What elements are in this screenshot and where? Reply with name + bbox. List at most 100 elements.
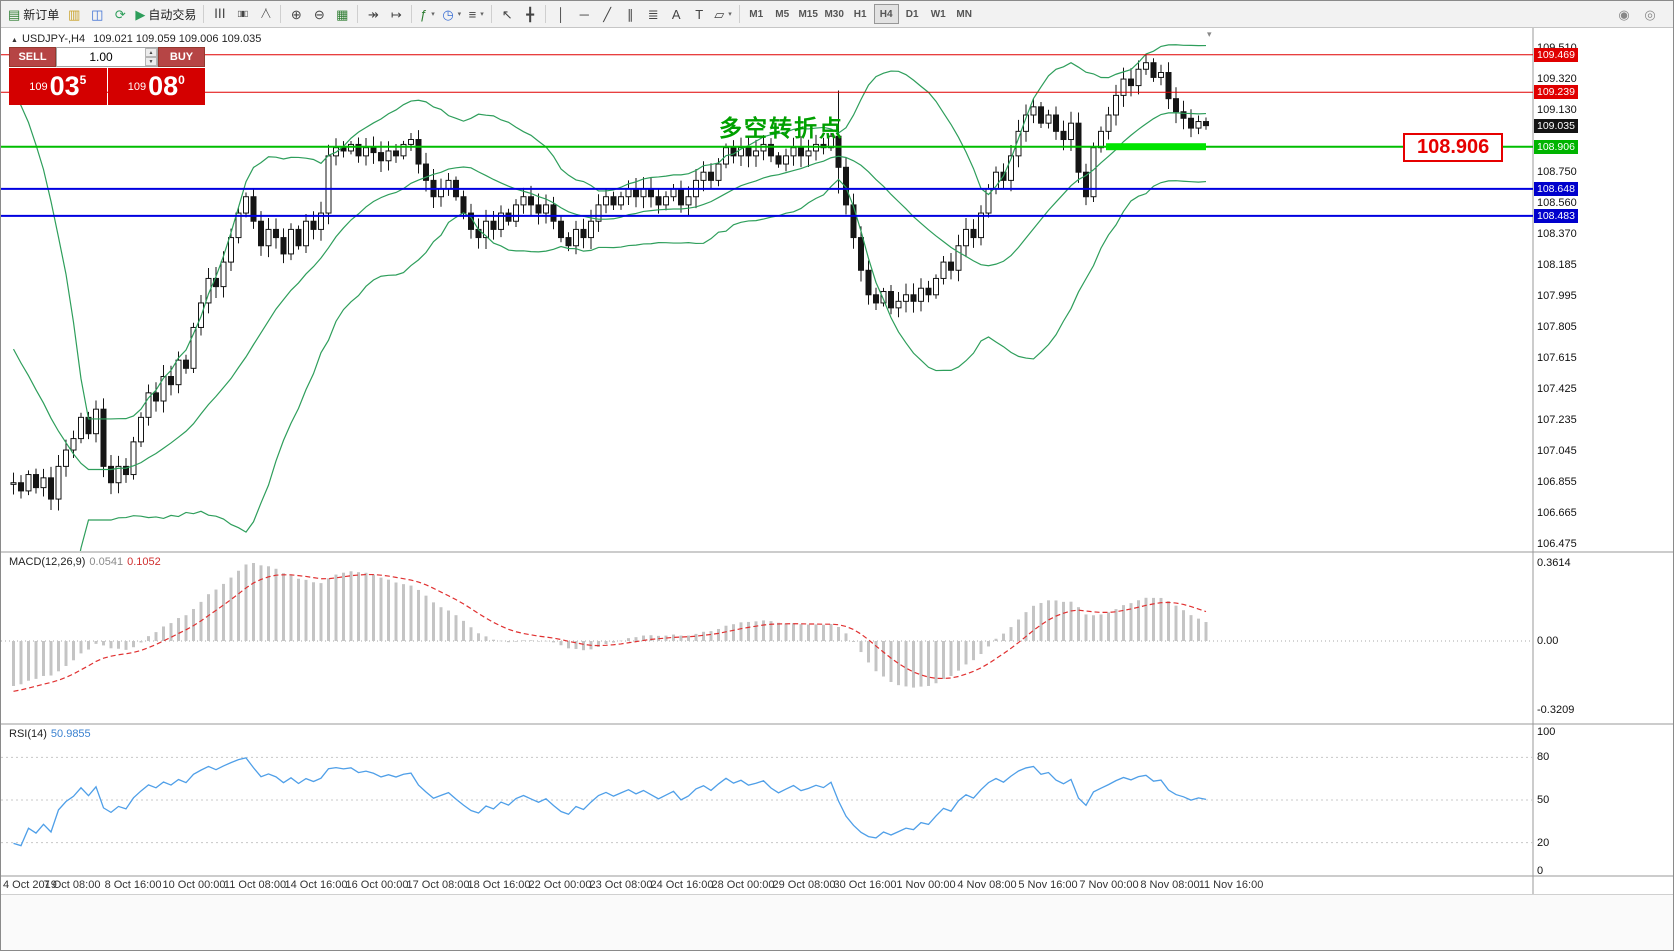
- refresh-button[interactable]: ⟳: [109, 3, 131, 25]
- price-axis-label: 108.560: [1537, 197, 1577, 210]
- timeframe-h4-button[interactable]: H4: [873, 4, 899, 24]
- trade-panel-price-row: 109 03 5 109 08 0: [9, 68, 205, 105]
- sell-price-prefix: 109: [29, 80, 48, 93]
- tile-windows-button[interactable]: ▦: [331, 3, 353, 25]
- volume-input[interactable]: [57, 48, 157, 66]
- price-axis-label: 109.035: [1534, 118, 1578, 133]
- price-axis-label: 108.185: [1537, 258, 1577, 271]
- cursor-button[interactable]: ↖: [496, 3, 518, 25]
- toolbar-separator: [738, 5, 740, 23]
- time-axis-label: 8 Nov 08:00: [1140, 879, 1200, 891]
- indicators-icon: ƒ: [419, 6, 428, 22]
- auto-scroll-button[interactable]: ↠: [362, 3, 384, 25]
- bar-chart-button[interactable]: ┃┃┃: [208, 3, 230, 25]
- new-order-button[interactable]: ▤ 新订单: [5, 3, 62, 25]
- vertical-line-button[interactable]: │: [550, 3, 572, 25]
- auto-trading-icon: ▶: [135, 6, 146, 22]
- rsi-name: RSI(14): [9, 728, 47, 740]
- price-axis-label: 107.995: [1537, 289, 1577, 302]
- templates-caret-icon: ▾: [480, 11, 484, 18]
- bottom-strip: [1, 894, 1673, 950]
- volume-up-button[interactable]: ▲: [145, 48, 157, 57]
- price-axis-label: 109.320: [1537, 73, 1577, 86]
- buy-price-big: 08: [148, 71, 179, 101]
- macd-axis-label: 0.3614: [1537, 557, 1571, 570]
- time-axis-label: 30 Oct 16:00: [833, 879, 897, 891]
- timeframe-w1-button[interactable]: W1: [926, 4, 951, 24]
- zoom-in-button[interactable]: ⊕: [285, 3, 307, 25]
- price-axis-label: 108.648: [1534, 181, 1578, 196]
- line-chart-button[interactable]: ╱╲: [254, 3, 276, 25]
- market-watch-button[interactable]: ◫: [86, 3, 108, 25]
- timeframe-m15-button[interactable]: M15: [796, 4, 821, 24]
- toolbar: ▤ 新订单 ▥ ◫ ⟳ ▶ 自动交易 ┃┃┃ ▯▮▯ ╱╲ ⊕ ⊖ ▦ ↠ ↦ ƒ ▾ ◷ ▾ ≡ ▾ ↖ ╋ │ ─ ╱ ∥ ≣ A T…: [1, 1, 1673, 28]
- fibonacci-button[interactable]: ≣: [642, 3, 664, 25]
- indicators-button[interactable]: ƒ ▾: [416, 3, 438, 25]
- rsi-axis-label: 0: [1537, 865, 1544, 877]
- sell-button[interactable]: SELL: [9, 47, 56, 67]
- timeframe-h1-button[interactable]: H1: [848, 4, 873, 24]
- shapes-icon: ▱: [714, 6, 725, 22]
- text-label-button[interactable]: T: [688, 3, 710, 25]
- volume-down-button[interactable]: ▼: [145, 57, 157, 66]
- price-axis-label: 108.906: [1534, 139, 1578, 154]
- indicators-caret-icon: ▾: [431, 11, 435, 18]
- price-axis-label: 106.475: [1537, 538, 1577, 550]
- buy-price-button[interactable]: 109 08 0: [107, 68, 205, 105]
- trendline-button[interactable]: ╱: [596, 3, 618, 25]
- rsi-axis-label: 50: [1537, 794, 1550, 806]
- shapes-button[interactable]: ▱ ▾: [711, 3, 735, 25]
- timeframe-mn-button[interactable]: MN: [952, 4, 977, 24]
- macd-indicator-label: MACD(12,26,9) 0.0541 0.1052: [9, 556, 161, 568]
- chart-shift-icon: ↦: [390, 6, 402, 22]
- horizontal-line-icon: ─: [579, 6, 589, 22]
- timeframe-m5-button[interactable]: M5: [770, 4, 795, 24]
- time-axis-label: 29 Oct 08:00: [772, 879, 836, 891]
- auto-trading-button[interactable]: ▶ 自动交易: [132, 3, 199, 25]
- chart-shift-button[interactable]: ↦: [385, 3, 407, 25]
- chart-shift-marker[interactable]: ▾: [1207, 29, 1212, 39]
- vertical-line-icon: │: [557, 6, 566, 22]
- sell-price-button[interactable]: 109 03 5: [9, 68, 107, 105]
- text-button[interactable]: A: [665, 3, 687, 25]
- time-axis-label: 4 Nov 08:00: [957, 879, 1017, 891]
- zoom-out-button[interactable]: ⊖: [308, 3, 330, 25]
- line-chart-icon: ╱╲: [261, 9, 271, 18]
- time-axis-label: 23 Oct 08:00: [589, 879, 653, 891]
- macd-main-value: 0.0541: [89, 556, 124, 568]
- crosshair-button[interactable]: ╋: [519, 3, 541, 25]
- templates-button[interactable]: ≡ ▾: [465, 3, 487, 25]
- time-axis-label: 28 Oct 00:00: [711, 879, 775, 891]
- volume-field: ▲ ▼: [56, 47, 158, 67]
- chart-collapse-icon[interactable]: ▲: [11, 37, 18, 44]
- horizontal-line-button[interactable]: ─: [573, 3, 595, 25]
- toolbar-separator: [280, 5, 282, 23]
- periods-button[interactable]: ◷ ▾: [439, 3, 464, 25]
- fibonacci-icon: ≣: [647, 6, 659, 22]
- rsi-indicator-label: RSI(14) 50.9855: [9, 728, 91, 740]
- chart-profile-button[interactable]: ▥: [63, 3, 85, 25]
- time-axis-label: 11 Nov 16:00: [1198, 879, 1264, 891]
- search-button[interactable]: ◎: [1639, 3, 1661, 25]
- price-axis-label: 109.239: [1534, 85, 1578, 100]
- toolbar-separator: [357, 5, 359, 23]
- timeframe-m30-button[interactable]: M30: [822, 4, 847, 24]
- new-order-icon: ▤: [8, 6, 21, 22]
- macd-name: MACD(12,26,9): [9, 556, 86, 568]
- search-icon: ◎: [1644, 6, 1656, 22]
- buy-button[interactable]: BUY: [158, 47, 205, 67]
- timeframe-m1-button[interactable]: M1: [744, 4, 769, 24]
- price-axis-label: 107.425: [1537, 382, 1577, 395]
- periods-caret-icon: ▾: [457, 11, 462, 18]
- community-button[interactable]: ◉: [1613, 3, 1635, 25]
- toolbar-separator: [545, 5, 547, 23]
- crosshair-icon: ╋: [526, 6, 535, 22]
- time-axis-label: 14 Oct 16:00: [284, 879, 348, 891]
- price-axis-label: 106.855: [1537, 475, 1577, 488]
- timeframe-d1-button[interactable]: D1: [900, 4, 925, 24]
- candle-chart-button[interactable]: ▯▮▯: [231, 3, 253, 25]
- chart-profile-icon: ▥: [68, 6, 81, 22]
- channel-button[interactable]: ∥: [619, 3, 641, 25]
